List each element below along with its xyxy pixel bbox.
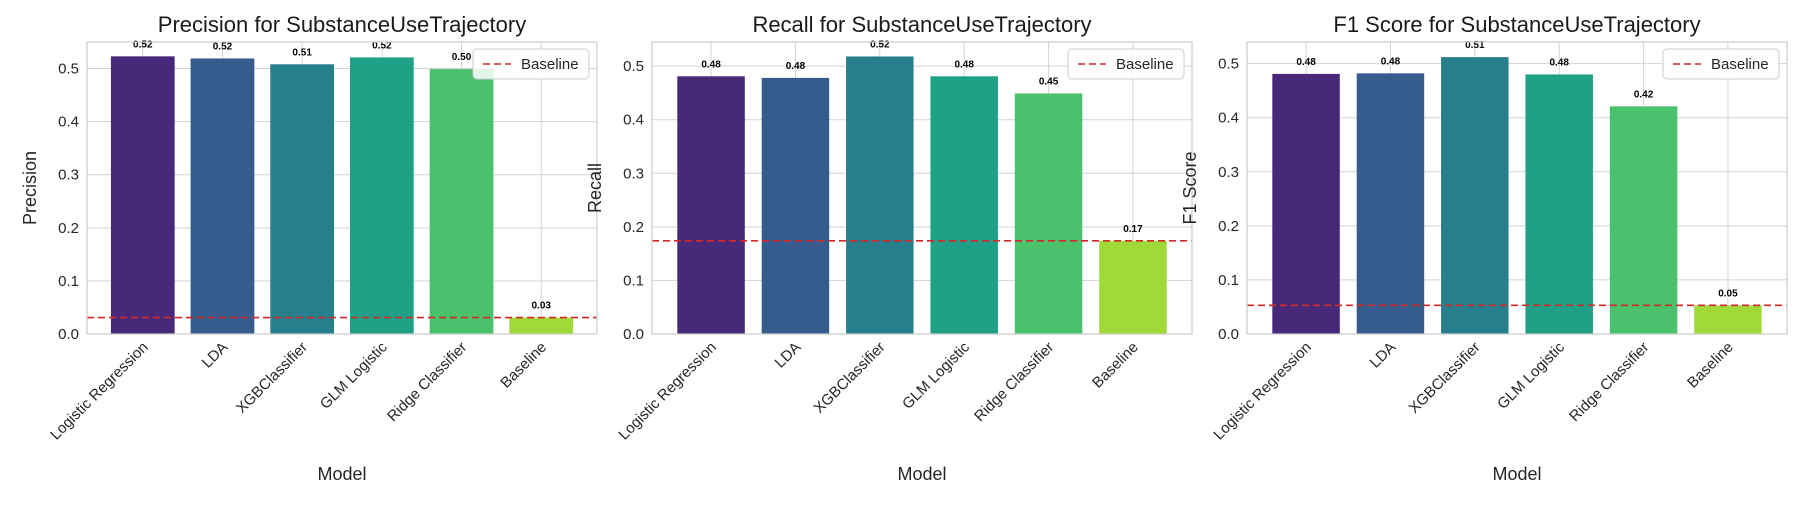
bar-value-label: 0.05 bbox=[1718, 288, 1738, 299]
bar-value-label: 0.48 bbox=[786, 61, 806, 72]
legend-box bbox=[1662, 48, 1780, 80]
plot-frame bbox=[86, 41, 598, 335]
x-tick-label: GLM Logistic bbox=[317, 338, 391, 412]
y-tick-label: 0.2 bbox=[623, 219, 644, 236]
bar-1 bbox=[110, 56, 175, 335]
bar-value-label: 0.48 bbox=[954, 59, 974, 70]
bar-4 bbox=[349, 57, 414, 334]
x-tick-label: Ridge Classifier bbox=[971, 339, 1057, 425]
bar-value-label: 0.52 bbox=[372, 40, 392, 51]
y-tick-label: 0.1 bbox=[58, 273, 79, 290]
x-axis-label: Model bbox=[897, 464, 946, 484]
y-tick-label: 0.4 bbox=[623, 112, 644, 129]
legend: Baseline bbox=[1662, 48, 1780, 80]
x-tick-label: XGBClassifier bbox=[1406, 339, 1484, 417]
bar-value-label: 0.42 bbox=[1634, 89, 1654, 100]
bar-value-label: 0.52 bbox=[133, 39, 153, 50]
x-tick-label: Logistic Regression bbox=[1210, 339, 1315, 444]
plot-frame bbox=[651, 41, 1193, 335]
x-tick-label: GLM Logistic bbox=[1494, 338, 1568, 412]
bar-2 bbox=[190, 58, 255, 334]
bar-value-label: 0.17 bbox=[1123, 224, 1143, 235]
y-tick-label: 0.5 bbox=[1218, 56, 1239, 73]
legend-box bbox=[1067, 48, 1185, 80]
x-axis-label: Model bbox=[317, 464, 366, 484]
legend-label: Baseline bbox=[1116, 56, 1174, 73]
x-tick-label: Ridge Classifier bbox=[1566, 339, 1652, 425]
y-tick-label: 0.0 bbox=[623, 326, 644, 343]
y-tick-label: 0.5 bbox=[58, 61, 79, 78]
y-axis-label: Precision bbox=[20, 151, 40, 225]
bar-value-label: 0.52 bbox=[870, 39, 890, 50]
legend: Baseline bbox=[1067, 48, 1185, 80]
bar-value-label: 0.03 bbox=[531, 301, 551, 312]
legend-box bbox=[472, 48, 590, 80]
y-tick-label: 0.2 bbox=[1218, 218, 1239, 235]
x-tick-label: Baseline bbox=[1089, 339, 1142, 392]
bar-6 bbox=[509, 317, 574, 334]
bar-value-label: 0.45 bbox=[1039, 76, 1059, 87]
y-axis-label: Recall bbox=[585, 163, 605, 213]
y-tick-label: 0.2 bbox=[58, 220, 79, 237]
bar-1 bbox=[1272, 73, 1340, 335]
bar-3 bbox=[1441, 57, 1509, 334]
x-axis-label: Model bbox=[1492, 464, 1541, 484]
y-axis-label: F1 Score bbox=[1180, 151, 1200, 224]
legend: Baseline bbox=[472, 48, 590, 80]
x-tick-label: XGBClassifier bbox=[233, 339, 311, 417]
x-tick-label: LDA bbox=[1367, 339, 1400, 372]
chart-title: F1 Score for SubstanceUseTrajectory bbox=[1333, 12, 1700, 37]
bar-value-label: 0.50 bbox=[452, 52, 472, 63]
bar-2 bbox=[761, 77, 830, 334]
chart-panel-3: 0.0 0.1 0.2 0.3 0.4 0.5 0.48 0.48 0.51 0.48 0.42 0.… bbox=[1180, 12, 1788, 484]
bar-1 bbox=[677, 76, 745, 334]
bar-5 bbox=[1609, 106, 1678, 334]
bar-6 bbox=[1694, 305, 1762, 334]
y-tick-label: 0.0 bbox=[1218, 326, 1239, 343]
x-tick-label: XGBClassifier bbox=[811, 339, 889, 417]
bar-3 bbox=[270, 64, 335, 334]
bar-value-label: 0.48 bbox=[1381, 56, 1401, 67]
plot-frame bbox=[1246, 41, 1788, 335]
chart-panel-1: 0.0 0.1 0.2 0.3 0.4 0.5 0.52 0.52 0.51 0.52 0.50 0.… bbox=[20, 12, 598, 484]
y-tick-label: 0.5 bbox=[623, 58, 644, 75]
chart-title: Precision for SubstanceUseTrajectory bbox=[158, 12, 526, 37]
bar-5 bbox=[1014, 93, 1083, 334]
bar-value-label: 0.48 bbox=[1296, 57, 1316, 68]
y-tick-label: 0.1 bbox=[623, 272, 644, 289]
bar-value-label: 0.48 bbox=[701, 59, 721, 70]
y-tick-label: 0.0 bbox=[58, 326, 79, 343]
y-tick-label: 0.3 bbox=[58, 167, 79, 184]
x-tick-label: GLM Logistic bbox=[899, 338, 973, 412]
bar-value-label: 0.51 bbox=[292, 47, 312, 58]
y-tick-label: 0.3 bbox=[1218, 164, 1239, 181]
x-tick-label: LDA bbox=[199, 339, 232, 372]
chart-panel-2: 0.0 0.1 0.2 0.3 0.4 0.5 0.48 0.48 0.52 0.48 0.45 0.… bbox=[585, 12, 1193, 484]
x-tick-label: Baseline bbox=[1684, 339, 1737, 392]
bar-value-label: 0.48 bbox=[1549, 57, 1569, 68]
bar-4 bbox=[930, 76, 998, 334]
bar-4 bbox=[1525, 74, 1593, 334]
bar-value-label: 0.51 bbox=[1465, 40, 1485, 51]
x-tick-label: LDA bbox=[772, 339, 805, 372]
bar-2 bbox=[1356, 73, 1425, 334]
y-tick-label: 0.3 bbox=[623, 165, 644, 182]
x-tick-label: Logistic Regression bbox=[47, 339, 152, 444]
legend-label: Baseline bbox=[1711, 56, 1769, 73]
bar-5 bbox=[429, 69, 494, 335]
bar-6 bbox=[1099, 240, 1167, 334]
bar-value-label: 0.52 bbox=[213, 41, 233, 52]
x-tick-label: Logistic Regression bbox=[615, 339, 720, 444]
bar-3 bbox=[846, 56, 914, 334]
chart-title: Recall for SubstanceUseTrajectory bbox=[752, 12, 1091, 37]
x-tick-label: Baseline bbox=[497, 339, 550, 392]
y-tick-label: 0.4 bbox=[58, 114, 79, 131]
x-tick-label: Ridge Classifier bbox=[384, 339, 470, 425]
legend-label: Baseline bbox=[521, 56, 579, 73]
y-tick-label: 0.1 bbox=[1218, 272, 1239, 289]
y-tick-label: 0.4 bbox=[1218, 110, 1239, 127]
